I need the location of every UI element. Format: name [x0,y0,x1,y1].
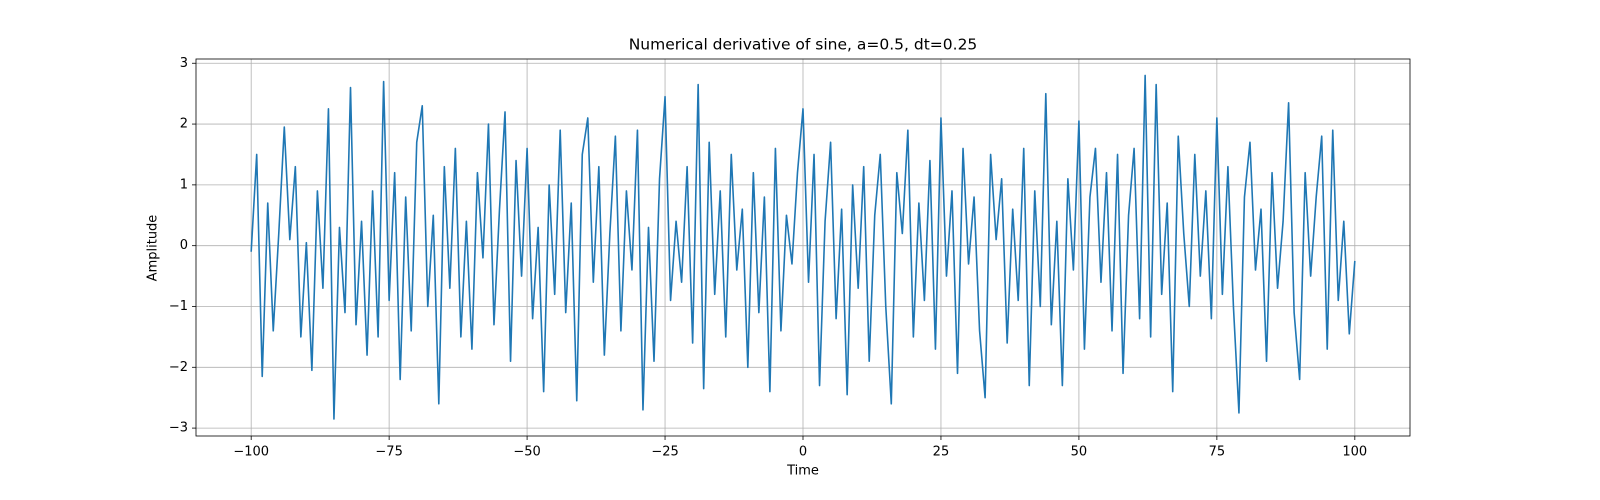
y-tick-label: 2 [180,117,188,132]
y-tick-label: −1 [169,299,188,314]
y-axis-label: Amplitude [146,215,161,282]
x-tick-label: 50 [1071,445,1088,460]
x-tick-label: 100 [1342,445,1367,460]
y-tick-label: 0 [180,238,188,253]
x-tick-label: 75 [1209,445,1226,460]
chart-title: Numerical derivative of sine, a=0.5, dt=… [629,36,978,54]
y-tick-label: 3 [180,56,188,71]
x-tick-label: 25 [933,445,950,460]
x-tick-label: 0 [799,445,807,460]
x-axis-label: Time [786,464,819,479]
x-tick-label: −50 [513,445,540,460]
y-tick-label: −2 [169,360,188,375]
x-tick-label: −100 [233,445,269,460]
y-tick-label: 1 [180,177,188,192]
axes-frame [195,58,1411,437]
x-tick-label: −75 [375,445,402,460]
y-tick-label: −3 [169,421,188,436]
data-line [250,74,1356,420]
x-tick-label: −25 [651,445,678,460]
